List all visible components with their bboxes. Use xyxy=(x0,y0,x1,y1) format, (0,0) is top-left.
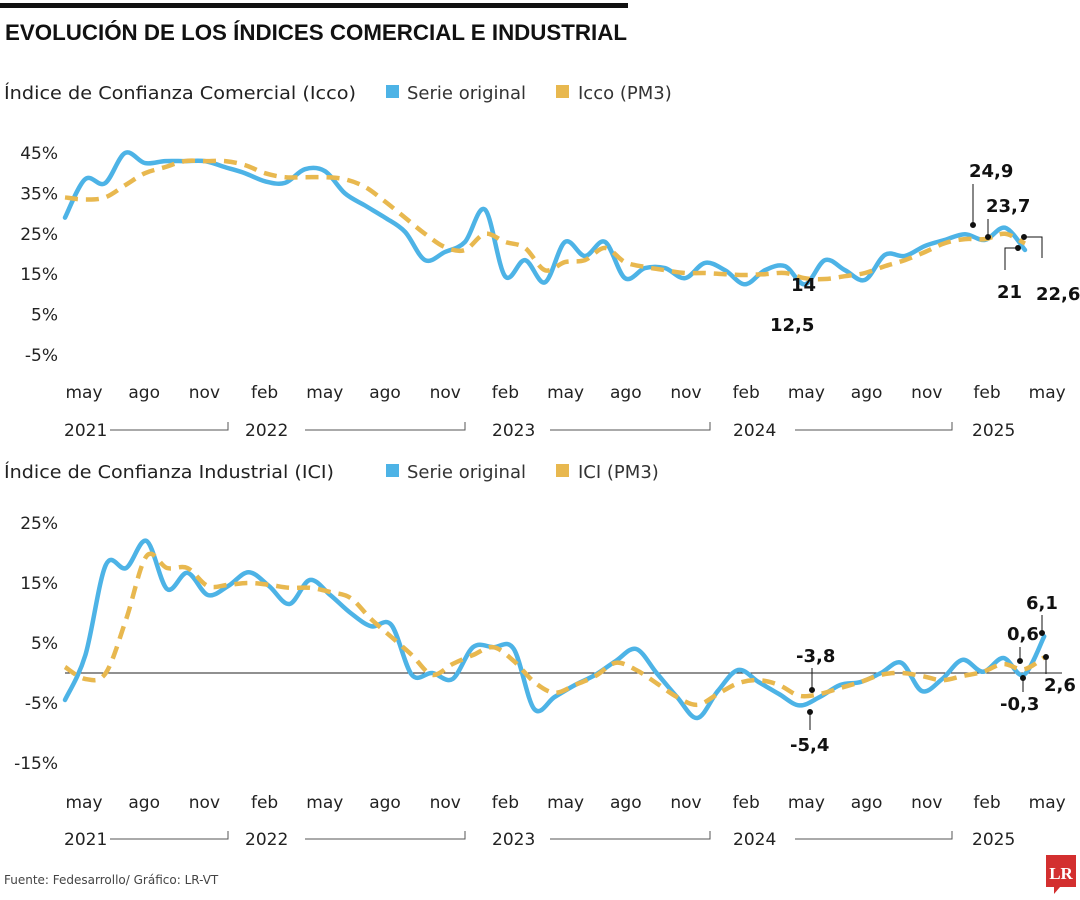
chart2-legend-swatch-original xyxy=(386,464,399,477)
source-note: Fuente: Fedesarrollo/ Gráfico: LR-VT xyxy=(4,873,219,887)
x-tick-label: may xyxy=(306,383,343,403)
x-tick-label: feb xyxy=(733,793,760,813)
lr-logo: LR xyxy=(1046,855,1076,894)
series-pm3-line xyxy=(63,551,1046,708)
year-label: 2025 xyxy=(972,421,1015,441)
x-tick-label: ago xyxy=(369,793,401,813)
y-tick-label: -15% xyxy=(14,754,58,774)
chart1-legend-swatch-pm3 xyxy=(556,85,569,98)
top-rule xyxy=(0,3,628,8)
year-bracket xyxy=(795,831,953,840)
annotation-14: 14 xyxy=(791,275,816,296)
y-tick-label: 25% xyxy=(20,225,58,245)
x-tick-label: nov xyxy=(430,793,461,813)
annotation-minus-0-3: -0,3 xyxy=(1000,694,1039,715)
x-tick-label: ago xyxy=(851,383,883,403)
chart2-legend-original: Serie original xyxy=(407,462,526,483)
year-label: 2023 xyxy=(492,421,535,441)
x-tick-label: may xyxy=(788,383,825,403)
y-tick-label: 45% xyxy=(20,144,58,164)
year-label: 2024 xyxy=(733,421,776,441)
year-bracket xyxy=(305,831,466,840)
x-tick-label: nov xyxy=(430,383,461,403)
x-tick-label: nov xyxy=(911,793,942,813)
year-bracket xyxy=(110,422,229,431)
annotation-0-6: 0,6 xyxy=(1007,624,1039,645)
x-tick-label: feb xyxy=(733,383,760,403)
y-tick-label: 5% xyxy=(31,306,58,326)
x-tick-label: may xyxy=(1029,383,1066,403)
annotation-24-9: 24,9 xyxy=(969,161,1013,182)
chart2-title: Índice de Confianza Industrial (ICI) xyxy=(4,461,334,483)
series-original-line xyxy=(62,150,1028,287)
annotation-22-6: 22,6 xyxy=(1036,284,1080,305)
year-label: 2022 xyxy=(245,830,288,850)
year-label: 2023 xyxy=(492,830,535,850)
x-tick-label: may xyxy=(547,383,584,403)
x-tick-label: may xyxy=(1029,793,1066,813)
x-tick-label: feb xyxy=(973,793,1000,813)
chart2-annotations xyxy=(807,615,1049,730)
page-title: EVOLUCIÓN DE LOS ÍNDICES COMERCIAL E IND… xyxy=(5,20,627,45)
x-tick-label: feb xyxy=(251,383,278,403)
year-label: 2021 xyxy=(64,830,107,850)
series-original-line xyxy=(62,538,1047,721)
chart1-annotations xyxy=(970,184,1043,270)
y-tick-label: 5% xyxy=(31,634,58,654)
chart-ici: 25% 15% 5% -5% -15% may ago nov feb may ago nov feb m… xyxy=(14,514,1066,850)
chart-icco: 45% 35% 25% 15% 5% -5% may ago nov feb may ago nov fe… xyxy=(20,144,1066,441)
chart1-legend-pm3: Icco (PM3) xyxy=(578,83,672,104)
chart2-legend-swatch-pm3 xyxy=(556,464,569,477)
x-tick-label: feb xyxy=(973,383,1000,403)
x-tick-label: may xyxy=(547,793,584,813)
annotation-2-6: 2,6 xyxy=(1044,675,1076,696)
x-tick-label: nov xyxy=(189,383,220,403)
annotation-minus-5-4: -5,4 xyxy=(790,735,829,756)
year-bracket xyxy=(550,831,711,840)
x-tick-label: ago xyxy=(369,383,401,403)
y-tick-label: 35% xyxy=(20,184,58,204)
annotation-12-5: 12,5 xyxy=(770,315,814,336)
chart1-title: Índice de Confianza Comercial (Icco) xyxy=(4,82,356,104)
y-tick-label: 15% xyxy=(20,265,58,285)
series-pm3-line xyxy=(64,158,1027,282)
x-tick-label: nov xyxy=(670,383,701,403)
x-tick-label: ago xyxy=(610,383,642,403)
x-tick-label: feb xyxy=(492,793,519,813)
x-tick-label: ago xyxy=(610,793,642,813)
x-tick-label: feb xyxy=(251,793,278,813)
y-tick-label: 25% xyxy=(20,514,58,534)
year-label: 2024 xyxy=(733,830,776,850)
y-tick-label: 15% xyxy=(20,574,58,594)
x-tick-label: ago xyxy=(128,383,160,403)
x-tick-label: may xyxy=(788,793,825,813)
x-tick-label: ago xyxy=(128,793,160,813)
annotation-minus-3-8: -3,8 xyxy=(796,646,835,667)
y-tick-label: -5% xyxy=(25,694,58,714)
annotation-23-7: 23,7 xyxy=(986,196,1030,217)
x-tick-label: may xyxy=(306,793,343,813)
chart1-legend-original: Serie original xyxy=(407,83,526,104)
annotation-6-1: 6,1 xyxy=(1026,593,1058,614)
x-tick-label: nov xyxy=(189,793,220,813)
chart1-legend-swatch-original xyxy=(386,85,399,98)
x-tick-label: feb xyxy=(492,383,519,403)
y-tick-label: -5% xyxy=(25,346,58,366)
annotation-21: 21 xyxy=(997,282,1022,303)
x-tick-label: may xyxy=(65,793,102,813)
x-tick-label: may xyxy=(65,383,102,403)
x-tick-label: ago xyxy=(851,793,883,813)
year-bracket xyxy=(110,831,229,840)
year-label: 2021 xyxy=(64,421,107,441)
x-tick-label: nov xyxy=(911,383,942,403)
year-label: 2025 xyxy=(972,830,1015,850)
year-label: 2022 xyxy=(245,421,288,441)
lr-logo-text: LR xyxy=(1049,864,1073,883)
chart2-legend-pm3: ICI (PM3) xyxy=(578,462,659,483)
x-tick-label: nov xyxy=(670,793,701,813)
year-bracket xyxy=(550,422,711,431)
year-bracket xyxy=(305,422,466,431)
year-bracket xyxy=(795,422,953,431)
